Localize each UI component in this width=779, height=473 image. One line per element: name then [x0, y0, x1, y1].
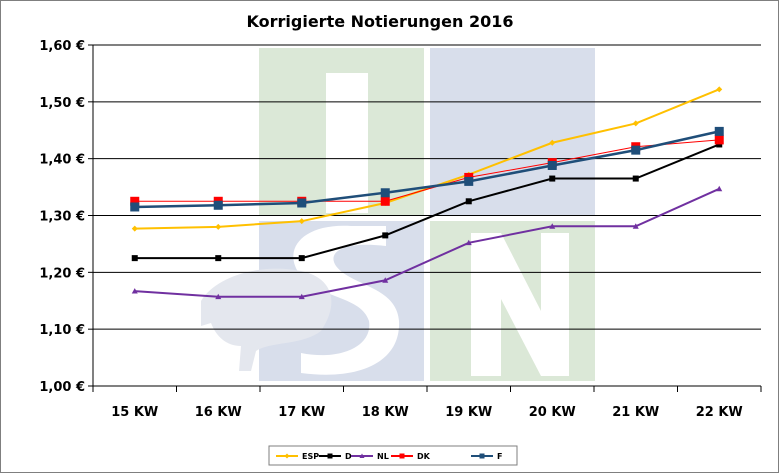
series-f [130, 126, 724, 212]
watermark-pig-silhouette [201, 268, 332, 371]
x-tick-label: 17 KW [278, 405, 325, 420]
legend-item-dk: DK [391, 452, 431, 461]
x-tick-label: 22 KW [696, 405, 743, 420]
data-point [549, 175, 556, 182]
watermark-letter-i [326, 73, 368, 213]
series-line [134, 139, 720, 202]
watermark-letter-s [293, 225, 400, 375]
data-point [131, 288, 138, 294]
x-axis-tick-labels: 15 KW 16 KW 17 KW 18 KW 19 KW 20 KW 21 KW 22 KW [111, 405, 743, 420]
y-tick-label: 1,30 € [39, 210, 85, 225]
y-tick-label: 1,10 € [39, 323, 85, 338]
watermark-logo [201, 48, 595, 381]
legend-item-nl: NL [351, 452, 389, 461]
series-layer [130, 86, 724, 300]
legend-label: DK [417, 452, 431, 461]
legend-label: F [497, 452, 502, 461]
series-nl [131, 185, 723, 300]
y-tick-label: 1,00 € [39, 380, 85, 395]
data-point [298, 255, 305, 262]
legend-item-d: D [319, 452, 352, 461]
chart-title: Korrigierte Notierungen 2016 [247, 12, 514, 31]
data-point [714, 126, 724, 136]
data-point [465, 239, 472, 246]
data-point [380, 188, 390, 198]
data-point [131, 225, 138, 232]
data-point [380, 196, 390, 206]
data-point [130, 196, 140, 206]
data-point [382, 232, 389, 239]
data-point [131, 255, 138, 262]
data-point [632, 120, 639, 127]
y-tick-label: 1,60 € [39, 39, 85, 54]
x-tick-label: 15 KW [111, 405, 158, 420]
watermark-block-top-right [430, 48, 595, 216]
data-point [549, 139, 556, 146]
data-point [215, 255, 222, 262]
y-tick-label: 1,50 € [39, 96, 85, 111]
data-point [714, 135, 724, 145]
x-tick-label: 18 KW [362, 405, 409, 420]
data-point [382, 277, 389, 283]
legend-swatch-marker [327, 453, 333, 459]
series-line [134, 130, 720, 209]
data-point [632, 223, 639, 229]
x-tick-label: 16 KW [195, 405, 242, 420]
legend-swatch-marker [359, 453, 365, 458]
data-point [130, 202, 140, 212]
data-point [213, 200, 223, 210]
series-line [134, 143, 720, 260]
series-d [131, 141, 723, 262]
data-point [632, 175, 639, 182]
series-line [134, 187, 720, 298]
data-point [716, 86, 723, 93]
data-point [464, 176, 474, 186]
data-point [215, 293, 222, 300]
data-point [297, 198, 307, 208]
y-tick-label: 1,40 € [39, 153, 85, 168]
data-point [298, 293, 305, 300]
legend-swatch-marker [399, 453, 405, 459]
y-axis-tick-labels: 1,00 € 1,10 € 1,20 € 1,30 € 1,40 € 1,50 € 1,60… [39, 39, 93, 395]
legend-label: NL [377, 452, 389, 461]
legend-item-esp: ESP [276, 452, 319, 461]
data-point [547, 160, 557, 170]
data-point [716, 141, 723, 148]
data-point [465, 198, 472, 205]
data-point [298, 218, 305, 225]
watermark-letter-n [471, 233, 569, 376]
legend: ESP D NL DK F [268, 445, 518, 466]
data-point [716, 185, 723, 192]
series-line [134, 88, 720, 230]
legend-label: ESP [302, 452, 319, 461]
legend-item-f: F [471, 452, 502, 461]
data-point [215, 223, 222, 230]
y-tick-label: 1,20 € [39, 266, 85, 281]
gridlines [93, 44, 761, 330]
x-tick-label: 19 KW [445, 405, 492, 420]
x-tick-label: 21 KW [612, 405, 659, 420]
data-point [549, 223, 556, 229]
legend-swatch-marker [284, 453, 290, 459]
legend-label: D [345, 452, 352, 461]
legend-swatch-marker [479, 453, 485, 459]
x-tick-label: 20 KW [529, 405, 576, 420]
data-point [631, 145, 641, 155]
